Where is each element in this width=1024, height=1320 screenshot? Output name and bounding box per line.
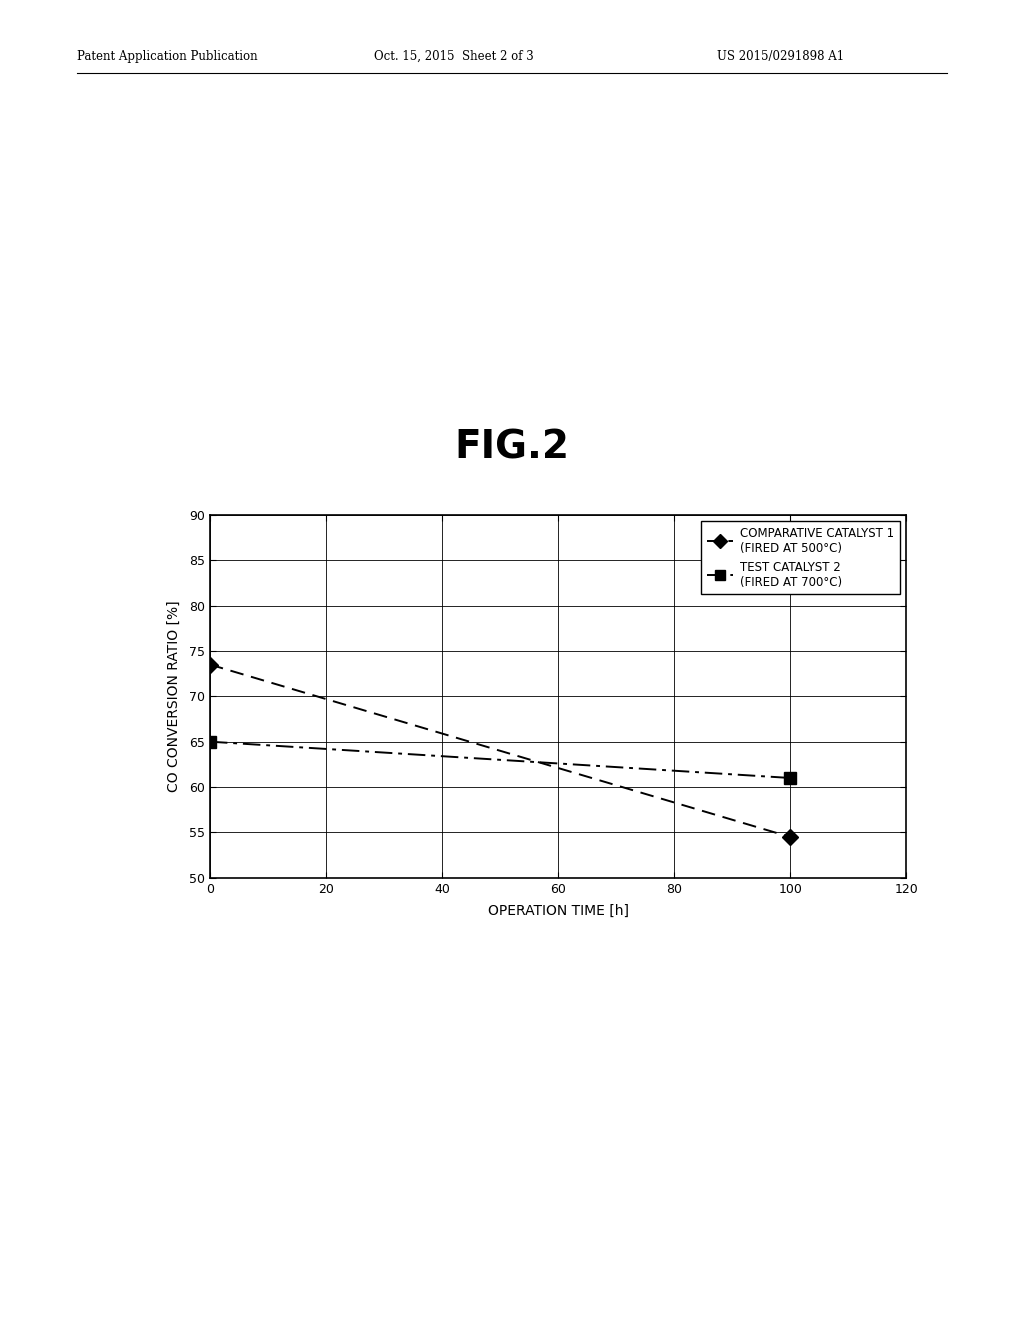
Legend: COMPARATIVE CATALYST 1
(FIRED AT 500°C), TEST CATALYST 2
(FIRED AT 700°C): COMPARATIVE CATALYST 1 (FIRED AT 500°C),… [701, 520, 900, 594]
X-axis label: OPERATION TIME [h]: OPERATION TIME [h] [487, 904, 629, 917]
Y-axis label: CO CONVERSION RATIO [%]: CO CONVERSION RATIO [%] [167, 601, 180, 792]
Text: Patent Application Publication: Patent Application Publication [77, 50, 257, 63]
Text: Oct. 15, 2015  Sheet 2 of 3: Oct. 15, 2015 Sheet 2 of 3 [374, 50, 534, 63]
Text: US 2015/0291898 A1: US 2015/0291898 A1 [717, 50, 844, 63]
Text: FIG.2: FIG.2 [455, 429, 569, 466]
